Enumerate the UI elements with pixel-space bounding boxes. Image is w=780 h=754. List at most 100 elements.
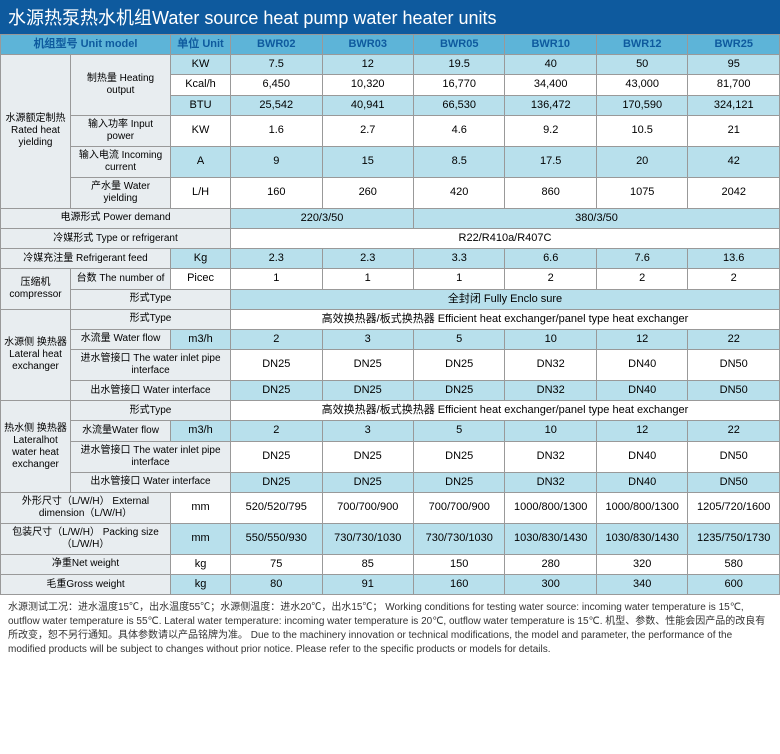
cell: 7.6 [596,249,687,269]
cell: 1030/830/1430 [505,523,596,554]
col-m4: BWR10 [505,35,596,55]
cell: 9.2 [505,115,596,146]
cell: 7.5 [231,55,322,75]
cell: 85 [322,554,413,574]
cell: DN25 [413,350,504,381]
cell: 22 [688,329,780,349]
row-comp-type: 形式Type [71,289,231,309]
cell: 42 [688,146,780,177]
cell: 324,121 [688,95,780,115]
cell: m3/h [171,421,231,441]
row-power-demand: 电源形式 Power demand [1,208,231,228]
cell: DN50 [688,441,780,472]
cell: 220/3/50 [231,208,414,228]
cell: 10 [505,329,596,349]
group-compressor: 压缩机 compressor [1,269,71,309]
cell: m3/h [171,329,231,349]
cell: 6.6 [505,249,596,269]
row-ext-dim: 外形尺寸（L/W/H） External dimension（L/W/H） [1,492,171,523]
cell: 160 [231,177,322,208]
cell: 3.3 [413,249,504,269]
cell: 12 [596,329,687,349]
cell: 1000/800/1300 [596,492,687,523]
cell: 43,000 [596,75,687,95]
cell: 6,450 [231,75,322,95]
cell: DN40 [596,441,687,472]
row-hhe-outlet: 出水管接口 Water interface [71,472,231,492]
cell: A [171,146,231,177]
cell: 420 [413,177,504,208]
cell: 95 [688,55,780,75]
group-lhe: 水源侧 换热器 Lateral heat exchanger [1,309,71,401]
cell: 1 [413,269,504,289]
cell: DN50 [688,350,780,381]
cell: 380/3/50 [413,208,779,228]
group-heat: 水源额定制热 Rated heat yielding [1,55,71,209]
col-m6: BWR25 [688,35,780,55]
cell: kg [171,554,231,574]
cell: DN25 [322,472,413,492]
cell: 700/700/900 [413,492,504,523]
row-lhe-outlet: 出水管接口 Water interface [71,381,231,401]
row-lhe-type: 形式Type [71,309,231,329]
cell: 1235/750/1730 [688,523,780,554]
cell: 2 [505,269,596,289]
cell: 2 [688,269,780,289]
cell: kg [171,575,231,595]
cell: mm [171,523,231,554]
cell: 2042 [688,177,780,208]
cell: DN25 [231,381,322,401]
cell: 80 [231,575,322,595]
cell: 550/550/930 [231,523,322,554]
cell: 3 [322,329,413,349]
cell: DN40 [596,381,687,401]
cell: 730/730/1030 [322,523,413,554]
col-m3: BWR05 [413,35,504,55]
row-net-weight: 净重Net weight [1,554,171,574]
row-gross-weight: 毛重Gross weight [1,575,171,595]
cell: DN50 [688,472,780,492]
cell: 1 [322,269,413,289]
cell: DN25 [231,441,322,472]
cell: 12 [322,55,413,75]
cell: DN40 [596,350,687,381]
cell: 21 [688,115,780,146]
col-m2: BWR03 [322,35,413,55]
cell: 40,941 [322,95,413,115]
cell: 300 [505,575,596,595]
cell: 66,530 [413,95,504,115]
cell: 3 [322,421,413,441]
row-lhe-flow: 水流量 Water flow [71,329,171,349]
cell: 10.5 [596,115,687,146]
cell: 75 [231,554,322,574]
cell: 91 [322,575,413,595]
cell: 4.6 [413,115,504,146]
cell: 5 [413,329,504,349]
cell: KW [171,115,231,146]
row-heating: 制热量 Heating output [71,55,171,116]
cell: DN25 [322,350,413,381]
cell: 19.5 [413,55,504,75]
cell: 520/520/795 [231,492,322,523]
cell: DN40 [596,472,687,492]
row-input-power: 输入功率 Input power [71,115,171,146]
cell: 2 [596,269,687,289]
cell: Kcal/h [171,75,231,95]
cell: 2 [231,421,322,441]
cell: 20 [596,146,687,177]
cell: 2 [231,329,322,349]
cell: DN25 [413,441,504,472]
cell: 9 [231,146,322,177]
row-water-yield: 产水量 Water yielding [71,177,171,208]
cell: 340 [596,575,687,595]
cell: 700/700/900 [322,492,413,523]
cell: DN32 [505,381,596,401]
cell: 10 [505,421,596,441]
cell: 1030/830/1430 [596,523,687,554]
cell: 15 [322,146,413,177]
cell: L/H [171,177,231,208]
cell: 10,320 [322,75,413,95]
cell: 1075 [596,177,687,208]
cell: 全封闭 Fully Enclo sure [231,289,780,309]
row-current: 输入电流 Incoming current [71,146,171,177]
